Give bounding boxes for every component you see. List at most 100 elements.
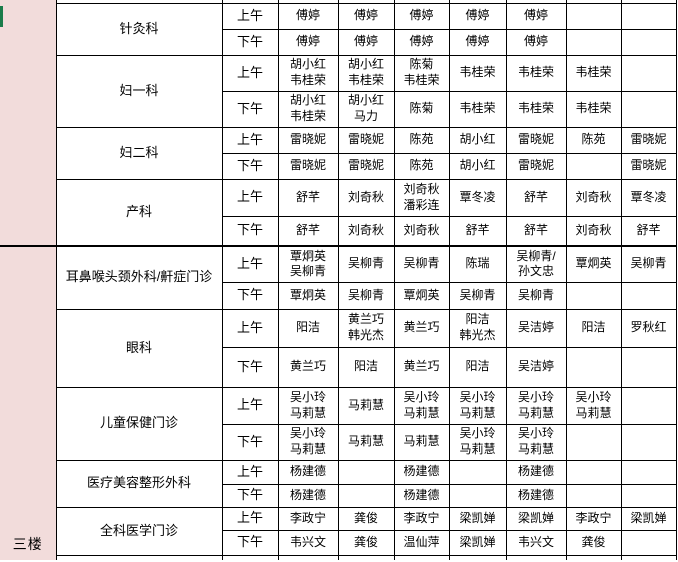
schedule-cell[interactable]: 韦桂荣	[448, 90, 507, 128]
schedule-cell[interactable]: 黄兰巧 韩光杰	[337, 308, 395, 348]
department-cell[interactable]: 妇二科	[55, 126, 223, 180]
department-cell[interactable]: 产科	[55, 178, 223, 247]
schedule-cell[interactable]: 梁凯婵	[620, 506, 677, 531]
schedule-cell[interactable]: 龚俊	[337, 506, 395, 531]
schedule-cell[interactable]: 胡小红	[448, 126, 507, 154]
schedule-cell[interactable]	[620, 346, 677, 388]
schedule-cell[interactable]: 雷晓妮	[337, 126, 395, 154]
schedule-cell[interactable]: 阳洁	[448, 346, 507, 388]
session-cell[interactable]: 下午	[221, 423, 279, 461]
schedule-cell[interactable]: 吴小玲 马莉慧	[277, 423, 339, 461]
schedule-cell[interactable]: 黄兰巧	[277, 346, 339, 388]
schedule-cell[interactable]: 杨建德	[277, 483, 339, 508]
floor-cell[interactable]	[0, 0, 57, 247]
schedule-cell[interactable]: 杨建德	[505, 459, 567, 485]
schedule-cell[interactable]: 吴柳青	[337, 245, 395, 283]
schedule-cell[interactable]: 马莉慧	[393, 423, 450, 461]
schedule-cell[interactable]: 舒芊	[448, 215, 507, 247]
schedule-cell[interactable]	[55, 554, 223, 560]
schedule-cell[interactable]: 刘奇秋	[565, 215, 622, 247]
schedule-cell[interactable]	[277, 554, 339, 560]
schedule-cell[interactable]: 刘奇秋	[393, 215, 450, 247]
schedule-cell[interactable]: 吴洁婷	[505, 308, 567, 348]
schedule-cell[interactable]: 吴柳青	[393, 245, 450, 283]
schedule-cell[interactable]: 杨建德	[277, 459, 339, 485]
schedule-cell[interactable]: 陈苑	[393, 126, 450, 154]
schedule-cell[interactable]: 胡小红 韦桂荣	[277, 90, 339, 128]
department-cell[interactable]: 妇一科	[55, 54, 223, 128]
schedule-cell[interactable]: 韦桂荣	[565, 90, 622, 128]
schedule-cell[interactable]	[620, 423, 677, 461]
session-cell[interactable]: 下午	[221, 281, 279, 310]
schedule-cell[interactable]: 雷晓妮	[277, 152, 339, 180]
department-cell[interactable]: 儿童保健门诊	[55, 386, 223, 461]
schedule-cell[interactable]: 刘奇秋 潘彩连	[393, 178, 450, 217]
session-cell[interactable]: 上午	[221, 2, 279, 30]
session-cell[interactable]: 上午	[221, 126, 279, 154]
schedule-cell[interactable]: 陈菊	[393, 90, 450, 128]
schedule-cell[interactable]	[337, 483, 395, 508]
department-cell[interactable]: 耳鼻喉头颈外科/鼾症门诊	[55, 245, 223, 310]
schedule-cell[interactable]: 覃炯英	[393, 281, 450, 310]
session-cell[interactable]: 上午	[221, 54, 279, 92]
department-cell[interactable]: 医疗美容整形外科	[55, 459, 223, 508]
schedule-cell[interactable]: 韦桂荣	[448, 54, 507, 92]
schedule-cell[interactable]: 杨建德	[393, 459, 450, 485]
schedule-cell[interactable]: 吴柳青	[505, 281, 567, 310]
schedule-cell[interactable]	[505, 554, 567, 560]
schedule-cell[interactable]: 韦桂荣	[505, 54, 567, 92]
schedule-cell[interactable]: 阳洁	[337, 346, 395, 388]
schedule-cell[interactable]: 吴柳青	[448, 281, 507, 310]
schedule-cell[interactable]	[620, 459, 677, 485]
schedule-cell[interactable]: 吴小玲 马莉慧	[505, 423, 567, 461]
schedule-cell[interactable]: 韦桂荣	[565, 54, 622, 92]
schedule-cell[interactable]: 陈菊 韦桂荣	[393, 54, 450, 92]
schedule-cell[interactable]	[565, 459, 622, 485]
schedule-cell[interactable]: 李政宁	[565, 506, 622, 531]
schedule-cell[interactable]: 黄兰巧	[393, 308, 450, 348]
session-cell[interactable]: 上午	[221, 506, 279, 531]
schedule-cell[interactable]: 傅婷	[393, 2, 450, 30]
schedule-cell[interactable]: 覃炯英	[565, 245, 622, 283]
schedule-cell[interactable]: 吴柳青	[337, 281, 395, 310]
schedule-cell[interactable]: 韦兴文	[505, 529, 567, 556]
schedule-cell[interactable]	[565, 483, 622, 508]
schedule-cell[interactable]: 覃炯英	[277, 281, 339, 310]
schedule-cell[interactable]: 韦桂荣	[505, 90, 567, 128]
schedule-cell[interactable]: 雷晓妮	[620, 126, 677, 154]
schedule-cell[interactable]: 李政宁	[277, 506, 339, 531]
schedule-cell[interactable]: 傅婷	[337, 28, 395, 56]
session-cell[interactable]: 下午	[221, 90, 279, 128]
schedule-cell[interactable]	[620, 90, 677, 128]
schedule-cell[interactable]: 罗秋红	[620, 308, 677, 348]
schedule-cell[interactable]: 龚俊	[337, 529, 395, 556]
schedule-cell[interactable]: 温仙萍	[393, 529, 450, 556]
schedule-cell[interactable]	[337, 459, 395, 485]
schedule-cell[interactable]: 雷晓妮	[505, 152, 567, 180]
schedule-cell[interactable]: 阳洁	[565, 308, 622, 348]
schedule-cell[interactable]: 阳洁	[277, 308, 339, 348]
schedule-cell[interactable]	[393, 554, 450, 560]
session-cell[interactable]: 上午	[221, 308, 279, 348]
schedule-cell[interactable]: 覃炯英 吴柳青	[277, 245, 339, 283]
schedule-cell[interactable]	[620, 529, 677, 556]
schedule-cell[interactable]: 覃冬凌	[448, 178, 507, 217]
schedule-cell[interactable]: 陈苑	[565, 126, 622, 154]
schedule-cell[interactable]: 梁凯婵	[505, 506, 567, 531]
schedule-cell[interactable]: 傅婷	[393, 28, 450, 56]
schedule-cell[interactable]: 胡小红 韦桂荣	[277, 54, 339, 92]
session-cell[interactable]: 下午	[221, 28, 279, 56]
schedule-cell[interactable]: 韦兴文	[277, 529, 339, 556]
schedule-cell[interactable]: 陈瑞	[448, 245, 507, 283]
department-cell[interactable]: 针灸科	[55, 2, 223, 56]
schedule-cell[interactable]: 覃冬凌	[620, 178, 677, 217]
session-cell[interactable]: 上午	[221, 459, 279, 485]
schedule-cell[interactable]	[565, 346, 622, 388]
session-cell[interactable]: 下午	[221, 483, 279, 508]
schedule-cell[interactable]	[620, 2, 677, 30]
schedule-cell[interactable]: 龚俊	[565, 529, 622, 556]
schedule-cell[interactable]: 杨建德	[505, 483, 567, 508]
schedule-cell[interactable]: 吴小玲 马莉慧	[505, 386, 567, 425]
schedule-cell[interactable]: 吴洁婷	[505, 346, 567, 388]
department-cell[interactable]: 全科医学门诊	[55, 506, 223, 556]
